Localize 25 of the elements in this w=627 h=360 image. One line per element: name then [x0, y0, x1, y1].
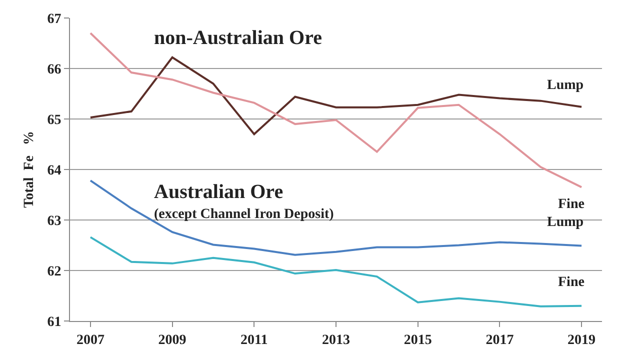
annotation: (except Channel Iron Deposit) — [154, 207, 334, 222]
series-label: Lump — [547, 78, 584, 93]
y-axis-title: Total Fe % — [22, 131, 37, 208]
line-series — [89, 236, 583, 308]
series-label: Lump — [547, 215, 584, 230]
y-tick-label: 62 — [47, 264, 62, 280]
series-label: Fine — [558, 275, 584, 290]
annotation: Australian Ore — [154, 181, 284, 203]
y-tick-label: 67 — [47, 12, 62, 27]
series-label: Fine — [558, 197, 584, 212]
y-tick-label: 64 — [47, 163, 62, 178]
x-tick-label: 2019 — [568, 332, 596, 348]
annotation: non-Australian Ore — [154, 27, 322, 49]
line-series — [89, 56, 583, 136]
y-tick-label: 65 — [47, 112, 62, 128]
x-tick-label: 2009 — [158, 332, 186, 348]
x-tick-label: 2015 — [404, 332, 432, 348]
x-tick-label: 2011 — [240, 332, 268, 348]
y-tick-label: 63 — [47, 214, 62, 229]
y-tick-label: 66 — [47, 62, 62, 78]
line-series — [89, 180, 583, 256]
x-tick-label: 2007 — [76, 332, 104, 348]
x-tick-label: 2013 — [322, 332, 350, 348]
x-tick-label: 2017 — [486, 332, 514, 348]
y-tick-label: 61 — [47, 314, 62, 330]
